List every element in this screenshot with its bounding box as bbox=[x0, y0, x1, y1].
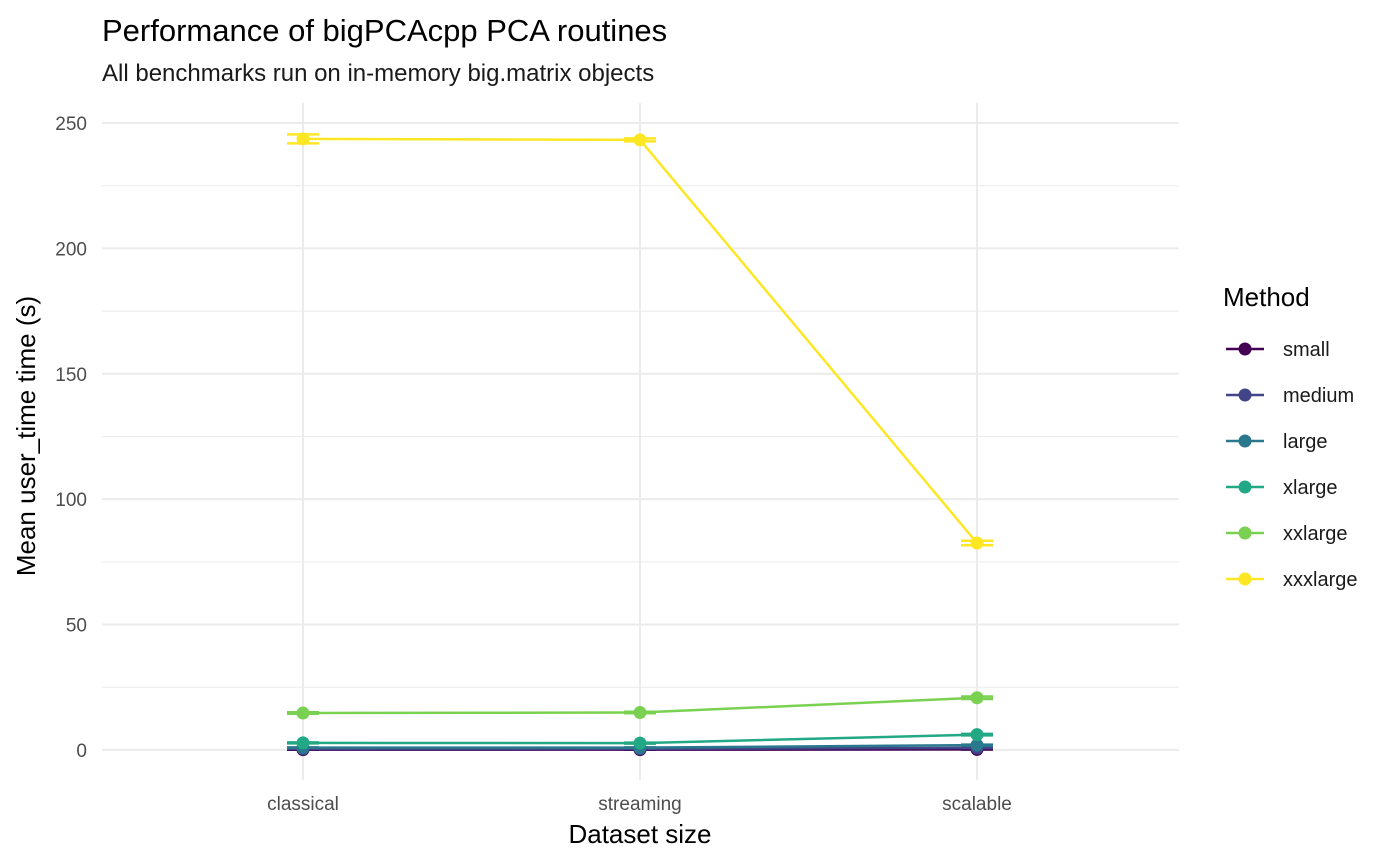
legend-key-point bbox=[1238, 342, 1252, 356]
grid bbox=[102, 103, 1179, 780]
legend-key-point bbox=[1238, 526, 1252, 540]
legend-item-medium: medium bbox=[1226, 385, 1354, 407]
legend-items: small medium large xlarge xxlarge xxxlarge bbox=[1226, 339, 1357, 591]
y-tick-label: 150 bbox=[55, 365, 87, 386]
data-point-xxlarge bbox=[296, 706, 310, 720]
series-points bbox=[296, 132, 984, 757]
legend-item-large: large bbox=[1226, 431, 1327, 453]
legend-key-point bbox=[1238, 434, 1252, 448]
legend-title: Method bbox=[1223, 282, 1310, 312]
legend-label: small bbox=[1283, 339, 1330, 361]
y-tick-label: 100 bbox=[55, 490, 87, 511]
data-point-xlarge bbox=[970, 728, 984, 742]
y-axis-ticks: 0 50 100 150 200 250 bbox=[55, 114, 87, 762]
data-point-xxxlarge bbox=[970, 536, 984, 550]
chart-title: Performance of bigPCAcpp PCA routines bbox=[102, 13, 667, 48]
data-point-xxxlarge bbox=[633, 133, 647, 147]
data-point-xlarge bbox=[633, 736, 647, 750]
legend-label: large bbox=[1283, 431, 1327, 453]
legend-label: xxxlarge bbox=[1283, 569, 1357, 591]
legend-item-xxxlarge: xxxlarge bbox=[1226, 569, 1357, 591]
y-tick-label: 250 bbox=[55, 114, 87, 135]
legend-label: xxlarge bbox=[1283, 523, 1347, 545]
legend-label: medium bbox=[1283, 385, 1354, 407]
legend: Method small medium large xlarge xxlarge xxxl… bbox=[1223, 282, 1357, 591]
y-tick-label: 50 bbox=[66, 616, 87, 637]
legend-label: xlarge bbox=[1283, 477, 1337, 499]
legend-key-point bbox=[1238, 388, 1252, 402]
data-point-xlarge bbox=[296, 736, 310, 750]
y-tick-label: 200 bbox=[55, 239, 87, 260]
data-point-large bbox=[970, 738, 984, 752]
data-point-xxxlarge bbox=[296, 132, 310, 146]
data-point-xxlarge bbox=[970, 691, 984, 705]
y-tick-label: 0 bbox=[76, 741, 87, 762]
x-axis-title: Dataset size bbox=[568, 819, 711, 849]
legend-item-xlarge: xlarge bbox=[1226, 477, 1337, 499]
y-axis-title: Mean user_time time (s) bbox=[11, 296, 41, 576]
x-tick-label: streaming bbox=[598, 794, 681, 815]
legend-item-xxlarge: xxlarge bbox=[1226, 523, 1347, 545]
x-axis-ticks: classical streaming scalable bbox=[267, 794, 1012, 815]
x-tick-label: scalable bbox=[942, 794, 1012, 815]
chart-subtitle: All benchmarks run on in-memory big.matr… bbox=[102, 60, 654, 87]
x-tick-label: classical bbox=[267, 794, 339, 815]
legend-item-small: small bbox=[1226, 339, 1330, 361]
data-point-xxlarge bbox=[633, 706, 647, 720]
legend-key-point bbox=[1238, 480, 1252, 494]
legend-key-point bbox=[1238, 572, 1252, 586]
